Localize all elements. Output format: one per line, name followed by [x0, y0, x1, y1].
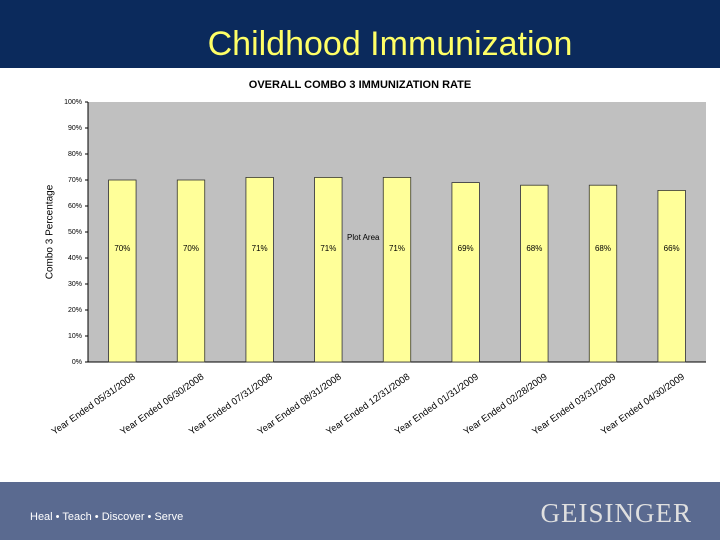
chart-title: OVERALL COMBO 3 IMMUNIZATION RATE [249, 79, 471, 91]
y-tick-label: 100% [64, 99, 82, 106]
y-tick-label: 0% [72, 359, 82, 366]
data-label: 70% [114, 244, 130, 253]
data-label: 69% [458, 244, 474, 253]
footer-brand: GEISINGER [541, 498, 693, 528]
bar [588, 184, 618, 363]
annotation: Plot Area [347, 233, 380, 242]
bar [176, 179, 206, 363]
data-label: 68% [526, 244, 542, 253]
bar [657, 189, 686, 363]
y-tick-label: 80% [68, 151, 82, 158]
y-tick-label: 30% [68, 281, 82, 288]
y-tick-label: 60% [68, 203, 82, 210]
slide-title: Childhood Immunization [208, 25, 573, 63]
y-tick-label: 10% [68, 333, 82, 340]
y-tick-label: 50% [68, 229, 82, 236]
y-axis-label: Combo 3 Percentage [45, 184, 56, 279]
data-label: 70% [183, 244, 199, 253]
data-label: 68% [595, 244, 611, 253]
y-tick-label: 70% [68, 177, 82, 184]
data-label: 66% [664, 244, 680, 253]
bar [108, 179, 137, 363]
bar [451, 182, 480, 363]
footer-band [0, 482, 720, 540]
bar [382, 176, 412, 363]
data-label: 71% [252, 244, 268, 253]
data-label: 71% [320, 244, 336, 253]
y-tick-label: 40% [68, 255, 82, 262]
bar [520, 184, 549, 363]
bar [314, 176, 343, 363]
y-tick-label: 20% [68, 307, 82, 314]
y-tick-label: 90% [68, 125, 82, 132]
header-band [0, 0, 720, 68]
footer-tagline: Heal • Teach • Discover • Serve [30, 511, 183, 523]
bar [245, 176, 274, 363]
data-label: 71% [389, 244, 405, 253]
